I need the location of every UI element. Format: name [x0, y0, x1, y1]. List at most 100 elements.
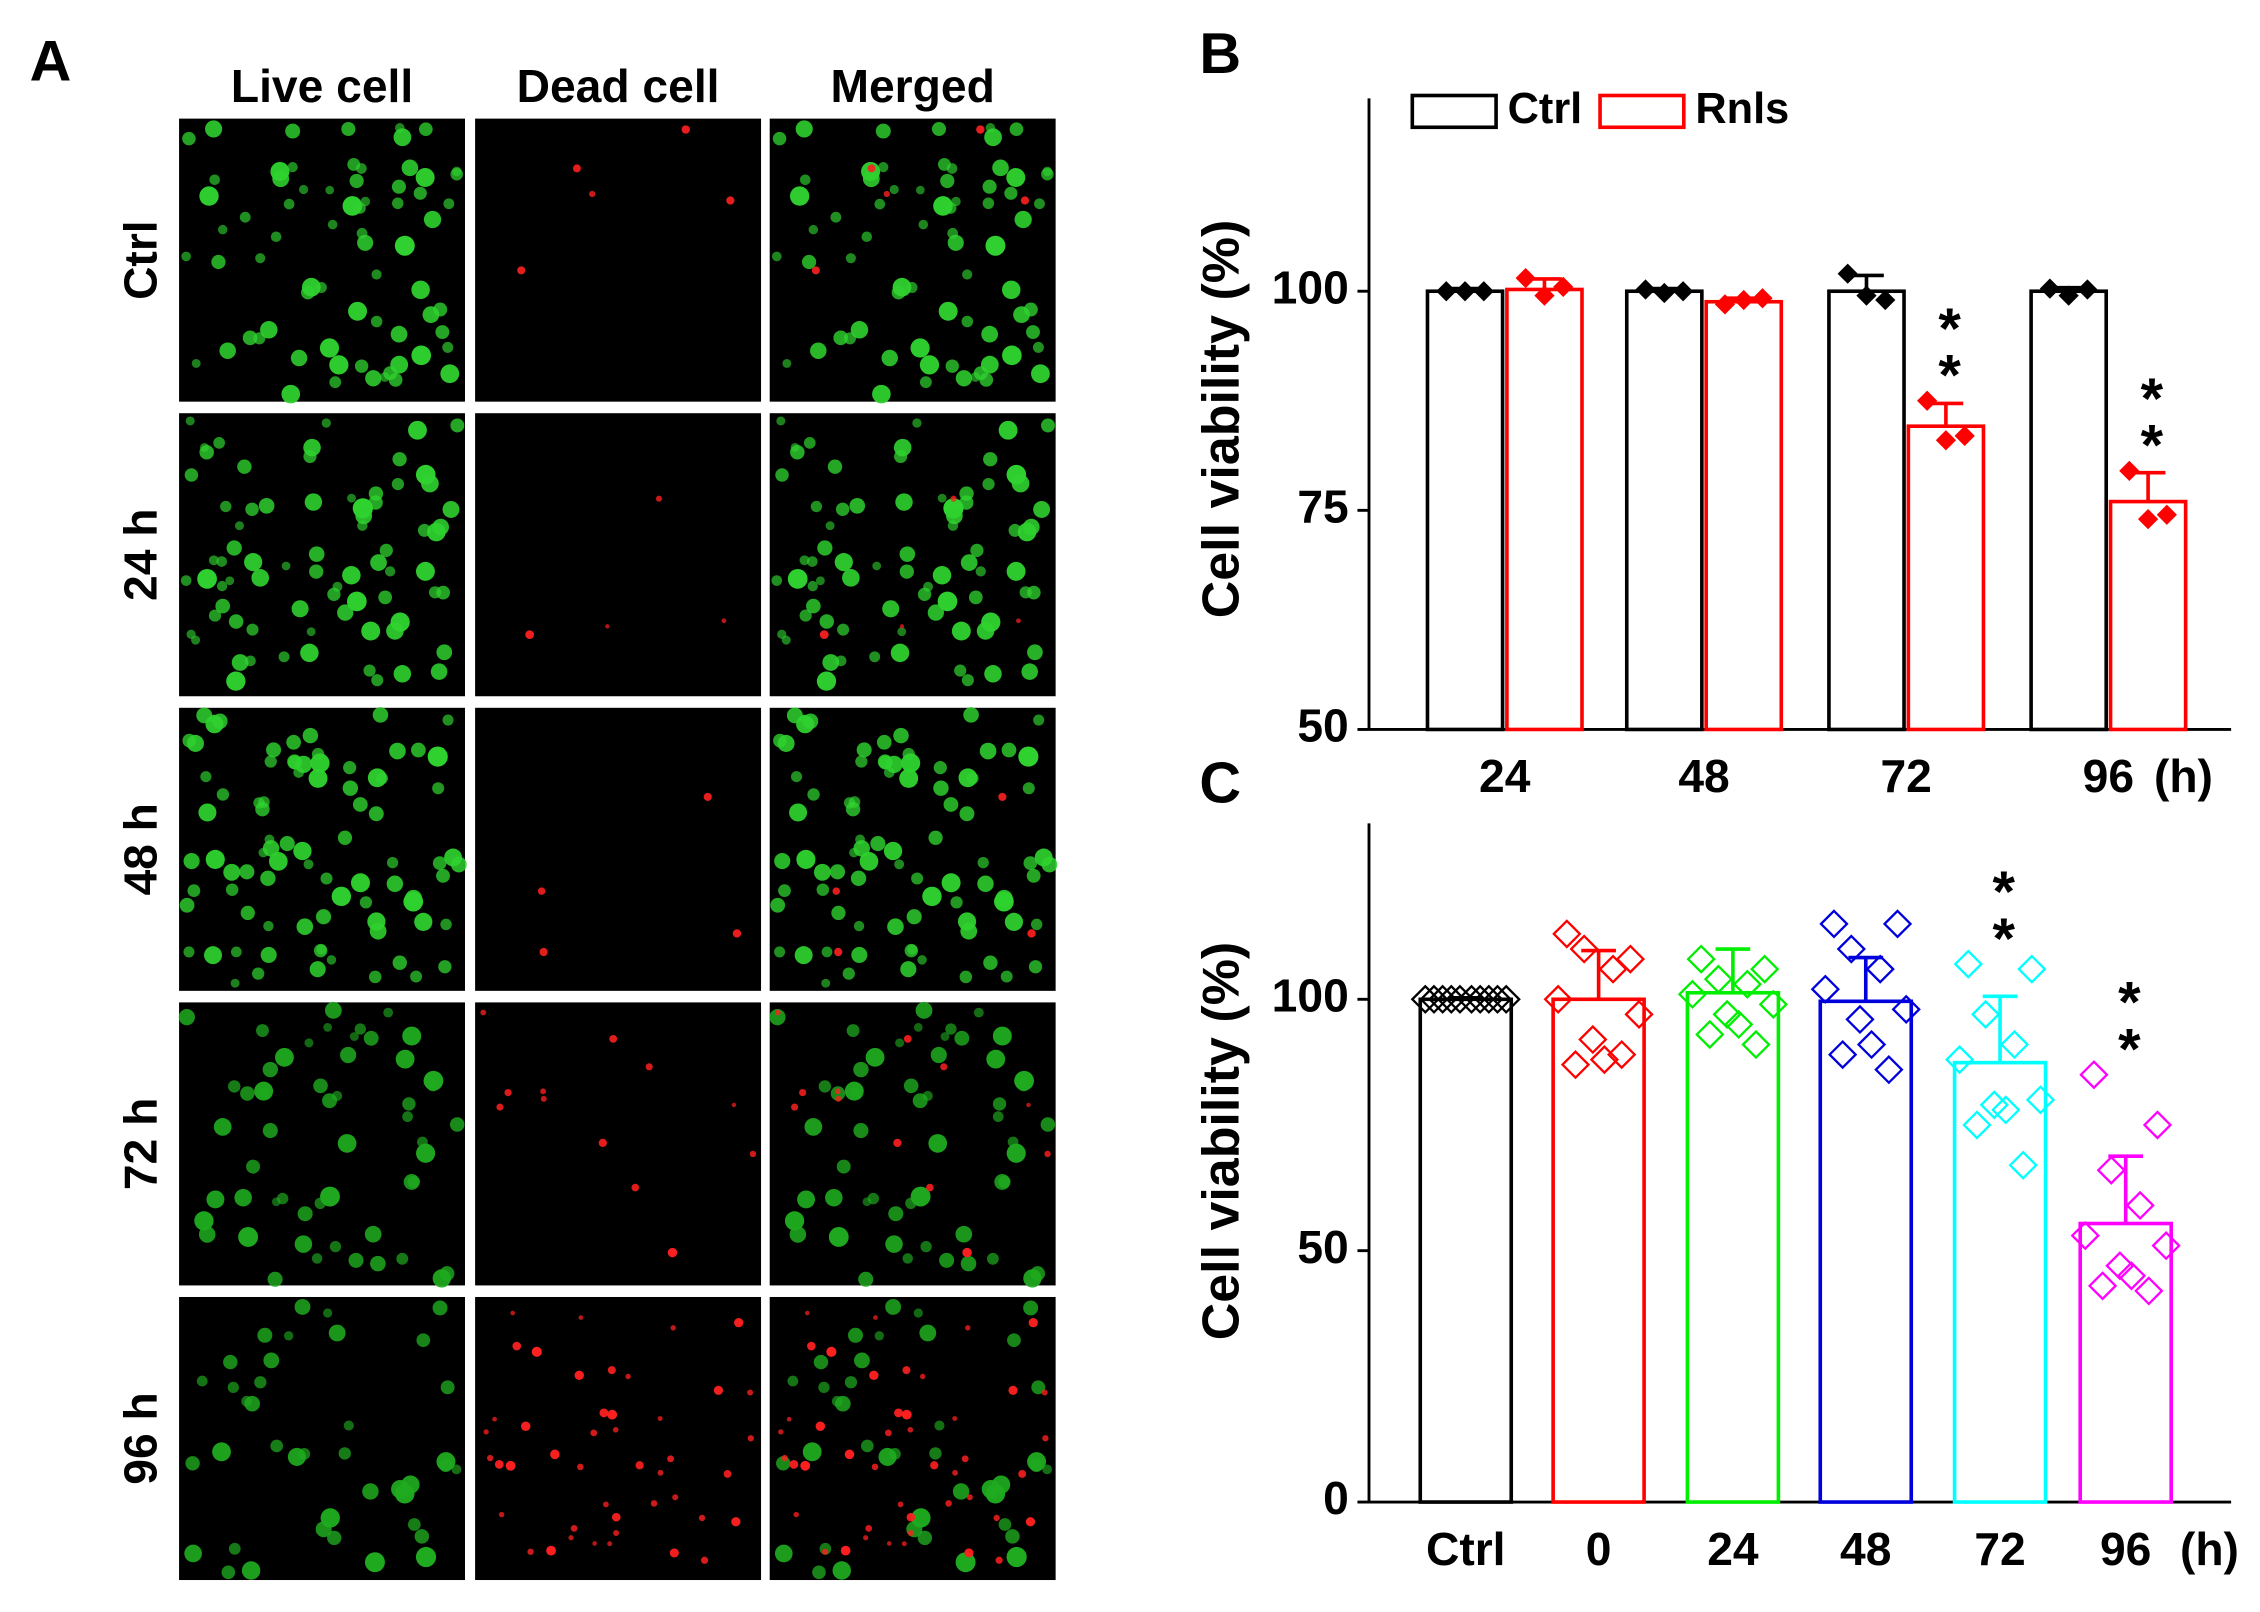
live-cell [383, 1007, 394, 1018]
live-cell [1002, 345, 1022, 366]
dead-cell [865, 1524, 873, 1532]
dead-cell [1016, 618, 1021, 624]
dead-cell [774, 1009, 781, 1016]
dead-cell [1018, 1470, 1027, 1478]
dead-cell [863, 1535, 869, 1541]
live-cell [391, 179, 406, 194]
live-cell [449, 1117, 465, 1132]
live-cell [348, 1252, 364, 1268]
live-cell [899, 546, 916, 562]
live-cell [320, 1508, 340, 1528]
live-cell [986, 1049, 1006, 1069]
x-tick-label: 24 [1479, 750, 1531, 802]
y-axis-label: Cell viability (%) [1192, 220, 1250, 619]
data-point [1436, 984, 1466, 1014]
live-cell [290, 349, 308, 367]
dead-cell [669, 1548, 679, 1558]
dead-cell [521, 1421, 531, 1431]
live-cell [356, 227, 368, 239]
data-point [1724, 1009, 1754, 1040]
data-point [1991, 1095, 2021, 1125]
live-cell [262, 1122, 278, 1139]
live-cell [393, 665, 412, 683]
dead-cell [625, 1373, 631, 1380]
live-cell [821, 978, 831, 988]
dead-cell [723, 1470, 732, 1478]
live-cell [992, 1097, 1007, 1111]
dead-cell [670, 1325, 676, 1331]
data-point [1714, 294, 1736, 315]
micrograph [475, 1002, 762, 1286]
micrograph-background [475, 118, 762, 402]
live-cell [922, 886, 942, 907]
live-cell [789, 803, 808, 822]
live-cell [368, 806, 384, 822]
live-cell [959, 970, 973, 984]
live-cell [966, 772, 979, 785]
dead-cell [965, 1325, 971, 1331]
bar [1827, 289, 1906, 732]
live-cell [440, 1380, 455, 1395]
live-cell [771, 251, 782, 262]
live-cell [973, 366, 988, 381]
live-cell [407, 1175, 420, 1189]
live-cell [877, 754, 893, 770]
dead-cell [749, 1150, 757, 1158]
bar [1952, 1060, 2048, 1504]
dead-cell [531, 1346, 542, 1357]
dead-cell [952, 1469, 958, 1476]
dead-cell [778, 1429, 784, 1435]
live-cell [197, 569, 217, 589]
dead-cell [734, 1318, 744, 1328]
dead-cell [492, 1416, 497, 1422]
data-point [1741, 1029, 1771, 1060]
dead-cell [607, 1541, 613, 1547]
live-cell [787, 1375, 799, 1387]
live-cell [1006, 168, 1026, 188]
live-cell [343, 761, 357, 775]
dead-cell [1044, 1150, 1051, 1158]
live-cell [241, 1561, 261, 1580]
live-cell [331, 1090, 343, 1102]
data-point [1552, 919, 1582, 949]
live-cell [1006, 1143, 1026, 1163]
live-cell [865, 1047, 885, 1067]
live-cell [833, 330, 849, 346]
live-cell [941, 873, 961, 893]
dead-cell [1026, 1102, 1031, 1108]
data-point [2058, 285, 2079, 306]
dead-cell [950, 495, 957, 502]
data-point [1569, 934, 1599, 964]
micrograph [769, 707, 1058, 991]
live-cell [781, 635, 791, 645]
live-cell [931, 121, 947, 137]
live-cell [982, 179, 997, 194]
live-cell [451, 1464, 462, 1475]
data-point [1654, 282, 1675, 304]
micrograph-background [769, 1002, 1056, 1286]
error-bar [2108, 1154, 2144, 1224]
live-cell [182, 131, 196, 146]
live-cell [225, 576, 235, 586]
live-cell [802, 713, 819, 730]
row-label: 96 h [115, 1392, 167, 1484]
dead-cell [834, 947, 843, 957]
micrograph [475, 1296, 762, 1581]
dead-cell [570, 1524, 578, 1532]
live-cell [856, 742, 872, 758]
live-cell [962, 269, 973, 280]
x-tick-label: 48 [1840, 1523, 1891, 1575]
live-cell [945, 1023, 957, 1035]
dead-cell [926, 1183, 934, 1192]
live-cell [395, 123, 405, 133]
live-cell [430, 663, 448, 680]
live-cell [937, 158, 951, 171]
data-point [1598, 954, 1628, 984]
data-point [1865, 954, 1895, 984]
dead-cell [903, 1034, 912, 1043]
live-cell [774, 1544, 793, 1563]
live-cell [432, 1300, 448, 1316]
live-cell [332, 581, 343, 592]
live-cell [283, 198, 295, 210]
dead-cell [667, 1247, 678, 1258]
